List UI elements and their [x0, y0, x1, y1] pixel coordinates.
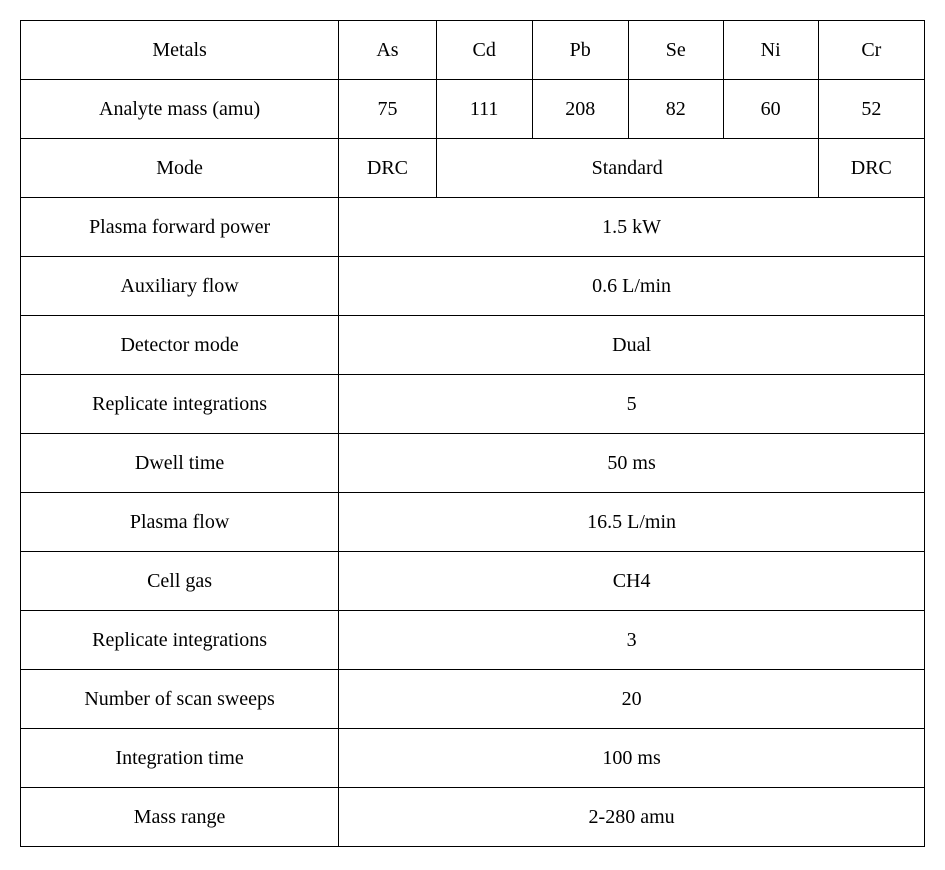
row-label: Mode [21, 139, 339, 198]
table-row: Auxiliary flow 0.6 L/min [21, 257, 925, 316]
row-label: Plasma forward power [21, 198, 339, 257]
metal-cell: Ni [723, 21, 818, 80]
mode-cell: Standard [436, 139, 818, 198]
table-row: Number of scan sweeps 20 [21, 670, 925, 729]
value-cell: 75 [339, 80, 437, 139]
row-label: Number of scan sweeps [21, 670, 339, 729]
row-label: Metals [21, 21, 339, 80]
value-cell: 0.6 L/min [339, 257, 925, 316]
value-cell: 52 [818, 80, 924, 139]
metal-cell: Se [628, 21, 723, 80]
table-row: Detector mode Dual [21, 316, 925, 375]
value-cell: 111 [436, 80, 532, 139]
row-label: Replicate integrations [21, 611, 339, 670]
table-row: Mode DRC Standard DRC [21, 139, 925, 198]
table-row: Analyte mass (amu) 75 111 208 82 60 52 [21, 80, 925, 139]
row-label: Analyte mass (amu) [21, 80, 339, 139]
table-row: Replicate integrations 3 [21, 611, 925, 670]
value-cell: 50 ms [339, 434, 925, 493]
value-cell: Dual [339, 316, 925, 375]
parameters-table: Metals As Cd Pb Se Ni Cr Analyte mass (a… [20, 20, 925, 847]
metal-cell: Cd [436, 21, 532, 80]
row-label: Detector mode [21, 316, 339, 375]
value-cell: CH4 [339, 552, 925, 611]
table-row: Dwell time 50 ms [21, 434, 925, 493]
value-cell: 2-280 amu [339, 788, 925, 847]
table-row: Plasma forward power 1.5 kW [21, 198, 925, 257]
value-cell: 16.5 L/min [339, 493, 925, 552]
table-row: Metals As Cd Pb Se Ni Cr [21, 21, 925, 80]
value-cell: 82 [628, 80, 723, 139]
mode-cell: DRC [818, 139, 924, 198]
value-cell: 60 [723, 80, 818, 139]
metal-cell: Pb [532, 21, 628, 80]
table-row: Replicate integrations 5 [21, 375, 925, 434]
value-cell: 3 [339, 611, 925, 670]
row-label: Dwell time [21, 434, 339, 493]
value-cell: 100 ms [339, 729, 925, 788]
row-label: Plasma flow [21, 493, 339, 552]
table-row: Cell gas CH4 [21, 552, 925, 611]
row-label: Auxiliary flow [21, 257, 339, 316]
row-label: Mass range [21, 788, 339, 847]
metal-cell: As [339, 21, 437, 80]
table-row: Integration time 100 ms [21, 729, 925, 788]
metal-cell: Cr [818, 21, 924, 80]
table-row: Plasma flow 16.5 L/min [21, 493, 925, 552]
value-cell: 1.5 kW [339, 198, 925, 257]
value-cell: 5 [339, 375, 925, 434]
value-cell: 208 [532, 80, 628, 139]
value-cell: 20 [339, 670, 925, 729]
row-label: Integration time [21, 729, 339, 788]
mode-cell: DRC [339, 139, 437, 198]
table-row: Mass range 2-280 amu [21, 788, 925, 847]
row-label: Replicate integrations [21, 375, 339, 434]
row-label: Cell gas [21, 552, 339, 611]
